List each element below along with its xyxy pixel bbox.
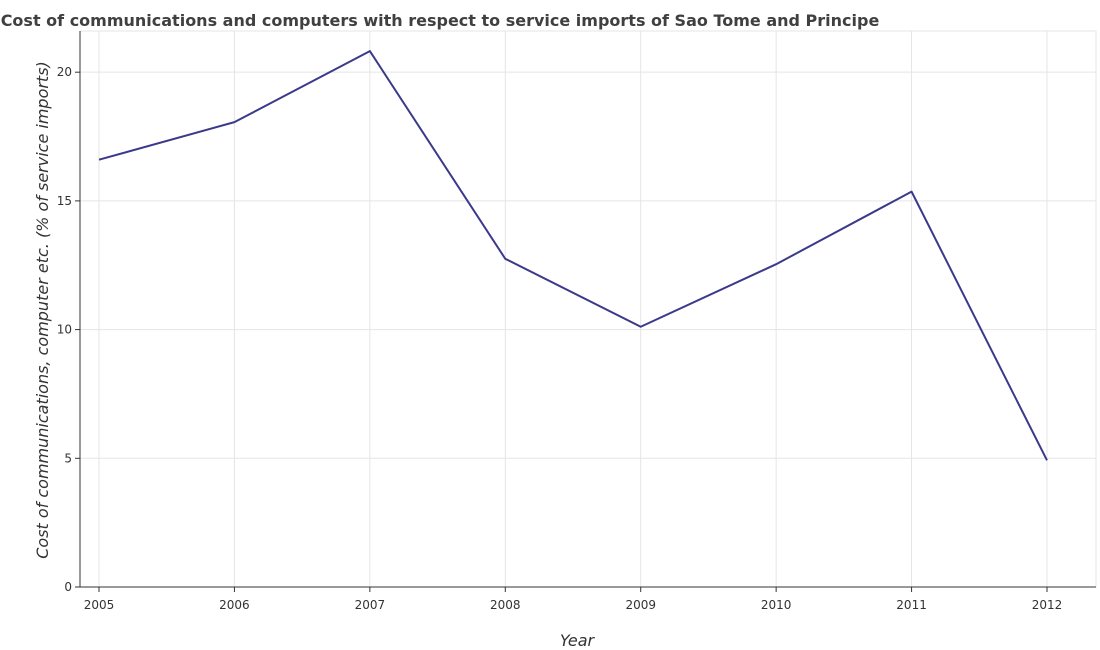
- y-tick-label: 15: [57, 194, 72, 208]
- x-tick-label: 2012: [1032, 598, 1063, 612]
- x-tick-label: 2007: [355, 598, 386, 612]
- y-tick-label: 0: [64, 580, 72, 594]
- x-tick-label: 2009: [625, 598, 656, 612]
- y-tick-label: 5: [64, 451, 72, 465]
- x-tick-label: 2006: [219, 598, 250, 612]
- y-axis-label: Cost of communications, computer etc. (%…: [33, 61, 52, 559]
- x-tick-label: 2008: [490, 598, 521, 612]
- y-tick-label: 20: [57, 65, 72, 79]
- x-tick-label: 2005: [84, 598, 115, 612]
- plot-frame: [79, 30, 1097, 588]
- axes: 2005 2006 2007 2008 2009 2010 2011 2012 0 5 10 15 20: [57, 31, 1096, 612]
- series-line: [98, 50, 1048, 461]
- x-tick-label: 2011: [896, 598, 927, 612]
- chart-title: Cost of communications and computers wit…: [1, 11, 880, 30]
- grid: [79, 30, 1097, 588]
- x-axis-label: Year: [560, 631, 596, 650]
- x-tick-label: 2010: [761, 598, 792, 612]
- y-tick-label: 10: [57, 323, 72, 337]
- series-line-layer: [98, 50, 1048, 461]
